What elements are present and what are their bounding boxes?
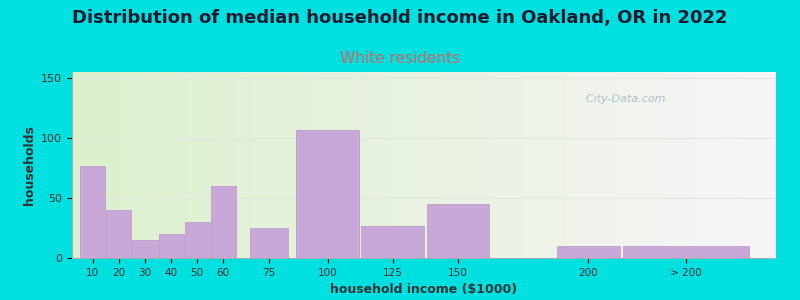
Text: Distribution of median household income in Oakland, OR in 2022: Distribution of median household income … [72, 9, 728, 27]
Bar [185, 222, 210, 258]
Text: White residents: White residents [340, 51, 460, 66]
Text: City-Data.com: City-Data.com [579, 94, 666, 104]
Bar [106, 210, 131, 258]
Y-axis label: households: households [22, 125, 36, 205]
Bar [362, 226, 424, 258]
Bar [557, 246, 619, 258]
Bar [210, 186, 236, 258]
Bar [80, 166, 106, 258]
Bar [426, 204, 489, 258]
Bar [158, 234, 183, 258]
Bar [296, 130, 359, 258]
Bar [250, 228, 288, 258]
Bar [623, 246, 749, 258]
X-axis label: household income ($1000): household income ($1000) [330, 283, 518, 296]
Bar [133, 240, 158, 258]
